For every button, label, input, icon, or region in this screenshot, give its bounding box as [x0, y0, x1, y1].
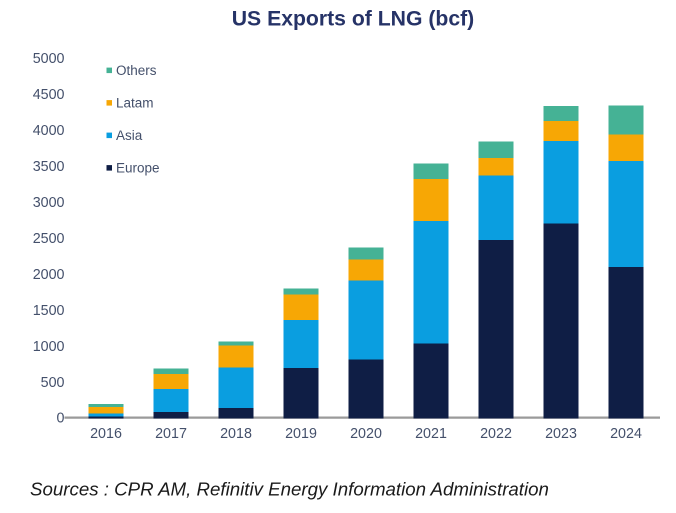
svg-text:0: 0: [57, 411, 65, 427]
svg-text:Asia: Asia: [116, 128, 143, 143]
svg-text:US Exports of LNG (bcf): US Exports of LNG (bcf): [232, 7, 474, 30]
svg-text:5000: 5000: [33, 51, 65, 67]
svg-text:3500: 3500: [33, 159, 65, 175]
svg-text:4000: 4000: [33, 123, 65, 139]
svg-text:2000: 2000: [33, 267, 65, 283]
svg-text:Europe: Europe: [116, 161, 160, 176]
svg-text:Latam: Latam: [116, 96, 154, 111]
svg-text:2019: 2019: [285, 426, 317, 442]
svg-text:2020: 2020: [350, 426, 382, 442]
svg-text:2024: 2024: [610, 426, 642, 442]
svg-text:2018: 2018: [220, 426, 252, 442]
svg-text:500: 500: [41, 375, 65, 391]
svg-text:3000: 3000: [33, 195, 65, 211]
svg-text:2016: 2016: [90, 426, 122, 442]
svg-text:2023: 2023: [545, 426, 577, 442]
svg-text:2022: 2022: [480, 426, 512, 442]
svg-text:1000: 1000: [33, 339, 65, 355]
svg-text:2500: 2500: [33, 231, 65, 247]
svg-text:2017: 2017: [155, 426, 187, 442]
svg-text:2021: 2021: [415, 426, 447, 442]
svg-text:Sources : CPR AM, Refinitiv En: Sources : CPR AM, Refinitiv Energy Infor…: [30, 479, 549, 500]
svg-text:1500: 1500: [33, 303, 65, 319]
svg-text:4500: 4500: [33, 87, 65, 103]
svg-text:Others: Others: [116, 63, 157, 78]
